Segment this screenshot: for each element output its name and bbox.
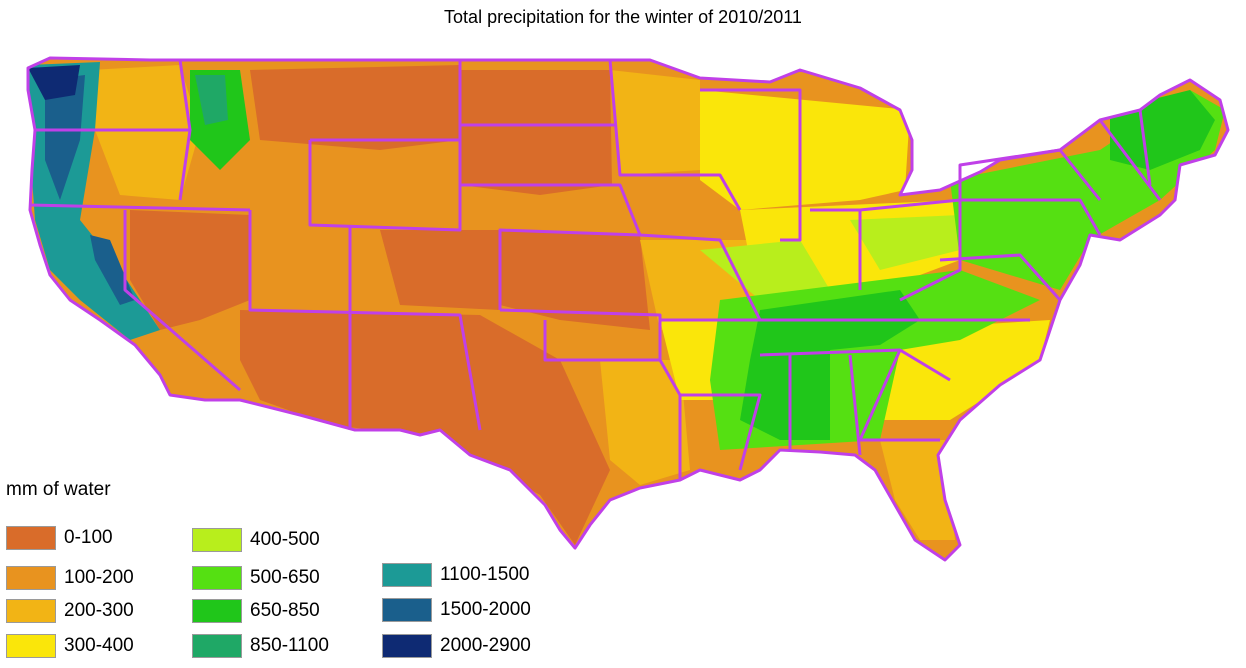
legend-swatch bbox=[382, 563, 432, 587]
border-ar-la-ms bbox=[680, 393, 762, 471]
legend-swatch bbox=[6, 634, 56, 658]
border-va-wv bbox=[939, 253, 1062, 301]
zone-200-300-pacnw bbox=[90, 65, 200, 200]
legend-swatch bbox=[6, 526, 56, 550]
border-ca-nv bbox=[123, 210, 241, 392]
legend-item: 200-300 bbox=[6, 598, 134, 624]
legend-swatch bbox=[382, 598, 432, 622]
zone-2000-2900-olympic bbox=[28, 65, 80, 100]
border-pa bbox=[960, 198, 1102, 236]
zone-200-300-florida bbox=[880, 440, 955, 540]
legend-title: mm of water bbox=[6, 479, 111, 500]
border-or-ca-nv bbox=[29, 203, 251, 212]
zone-850-1100-rockies bbox=[195, 75, 228, 125]
legend-label: 500-650 bbox=[250, 567, 320, 588]
zone-0-100-southwest bbox=[240, 310, 610, 545]
legend-item: 300-400 bbox=[6, 633, 134, 659]
zone-0-100-dakotas bbox=[460, 70, 612, 195]
zone-1500-2000-coast bbox=[45, 75, 85, 200]
legend-label: 2000-2900 bbox=[440, 635, 531, 656]
legend-label: 200-300 bbox=[64, 600, 134, 621]
precipitation-field bbox=[28, 58, 1228, 560]
legend-item: 850-1100 bbox=[192, 633, 329, 659]
zone-0-100-kansas bbox=[500, 230, 650, 330]
legend-item: 650-850 bbox=[192, 598, 320, 624]
legend-swatch bbox=[192, 599, 242, 623]
border-wa-id bbox=[178, 59, 192, 201]
zone-200-300-east-texas bbox=[600, 360, 690, 485]
border-oh bbox=[859, 198, 962, 302]
legend-label: 1100-1500 bbox=[440, 564, 530, 585]
zone-400-500-illinois bbox=[700, 240, 830, 300]
map-title: Total precipitation for the winter of 20… bbox=[444, 7, 802, 27]
legend-item: 500-650 bbox=[192, 565, 320, 591]
legend-item: 100-200 bbox=[6, 565, 134, 591]
legend-swatch bbox=[6, 599, 56, 623]
legend-swatch bbox=[382, 634, 432, 658]
legend-item: 1500-2000 bbox=[382, 597, 531, 623]
border-mo bbox=[639, 233, 762, 322]
border-ny bbox=[958, 148, 1102, 201]
border-wi-il bbox=[700, 88, 802, 242]
legend-swatch bbox=[192, 634, 242, 658]
legend-swatch bbox=[6, 566, 56, 590]
state-borders bbox=[26, 56, 1230, 562]
legend-label: 300-400 bbox=[64, 635, 134, 656]
legend-label: 650-850 bbox=[250, 600, 320, 621]
legend-label: 0-100 bbox=[64, 527, 113, 548]
border-nv-az-nm bbox=[248, 210, 482, 431]
legend-label: 100-200 bbox=[64, 567, 134, 588]
zone-650-850-tennessee bbox=[740, 290, 920, 440]
legend-label: 400-500 bbox=[250, 529, 320, 550]
legend-item: 2000-2900 bbox=[382, 633, 531, 659]
legend-item: 400-500 bbox=[192, 527, 320, 553]
zone-200-300-minnesota bbox=[610, 70, 700, 175]
zone-400-500-ohio bbox=[850, 215, 960, 270]
border-ms-al-ga bbox=[788, 349, 940, 456]
national-border bbox=[26, 56, 1230, 562]
zone-0-100-montana bbox=[250, 65, 460, 150]
zone-0-100-colorado bbox=[380, 230, 500, 310]
legend-label: 1500-2000 bbox=[440, 599, 531, 620]
legend-swatch bbox=[192, 528, 242, 552]
zone-0-100-nevada bbox=[130, 210, 250, 330]
border-new-england bbox=[1098, 109, 1162, 201]
legend-item: 0-100 bbox=[6, 525, 113, 551]
zone-300-400-great-lakes bbox=[700, 90, 910, 210]
legend-label: 850-1100 bbox=[250, 635, 329, 656]
legend-item: 1100-1500 bbox=[382, 562, 529, 588]
border-mn-ia bbox=[608, 59, 742, 211]
legend-swatch bbox=[192, 566, 242, 590]
